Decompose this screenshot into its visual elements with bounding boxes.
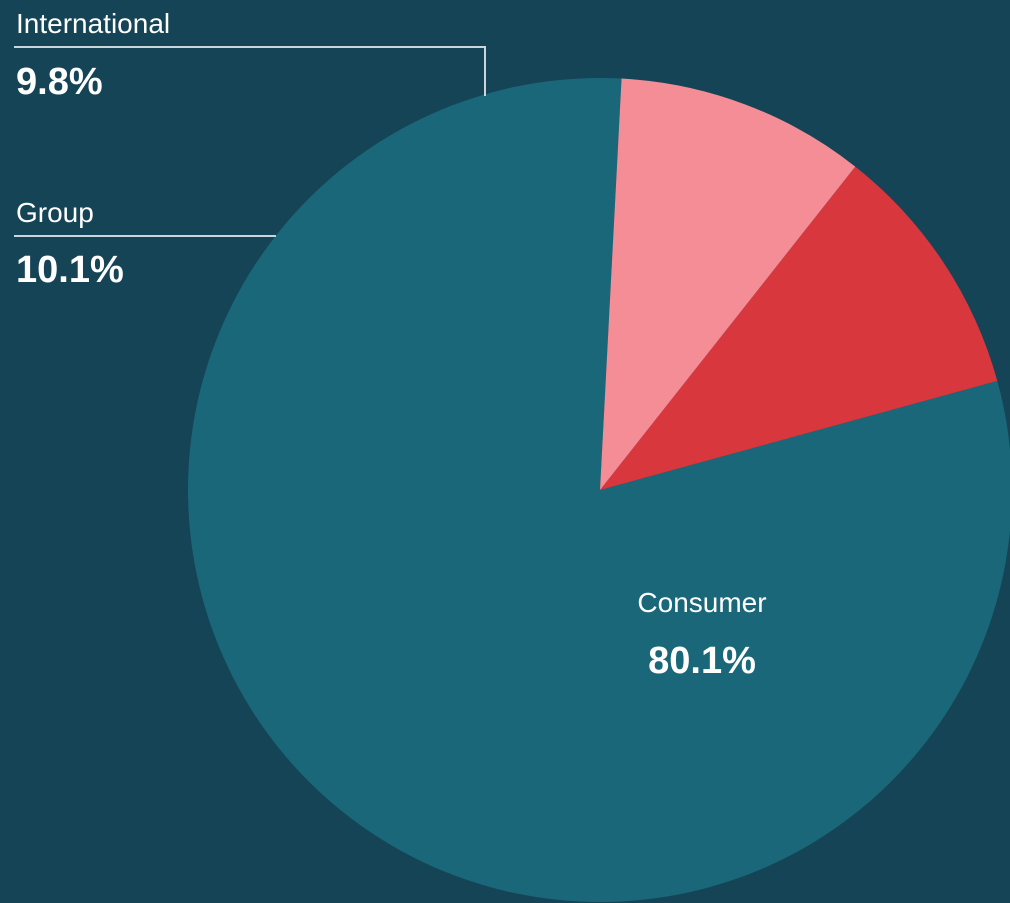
- slice-value-consumer: 80.1%: [648, 640, 756, 682]
- pie-slice-consumer: [188, 78, 1010, 902]
- pie-labels: Consumer 80.1% Group 10.1% International…: [14, 8, 767, 682]
- slice-label-consumer: Consumer: [637, 587, 766, 618]
- slice-value-international: 9.8%: [16, 61, 103, 103]
- slice-label-group: Group: [16, 197, 94, 228]
- leader-line-international: [14, 46, 486, 96]
- pie-slice-international: [600, 78, 856, 490]
- pie-slices: [188, 78, 1010, 902]
- slice-label-international: International: [16, 8, 170, 39]
- slice-value-group: 10.1%: [16, 249, 124, 291]
- pie-slice-group: [600, 166, 998, 490]
